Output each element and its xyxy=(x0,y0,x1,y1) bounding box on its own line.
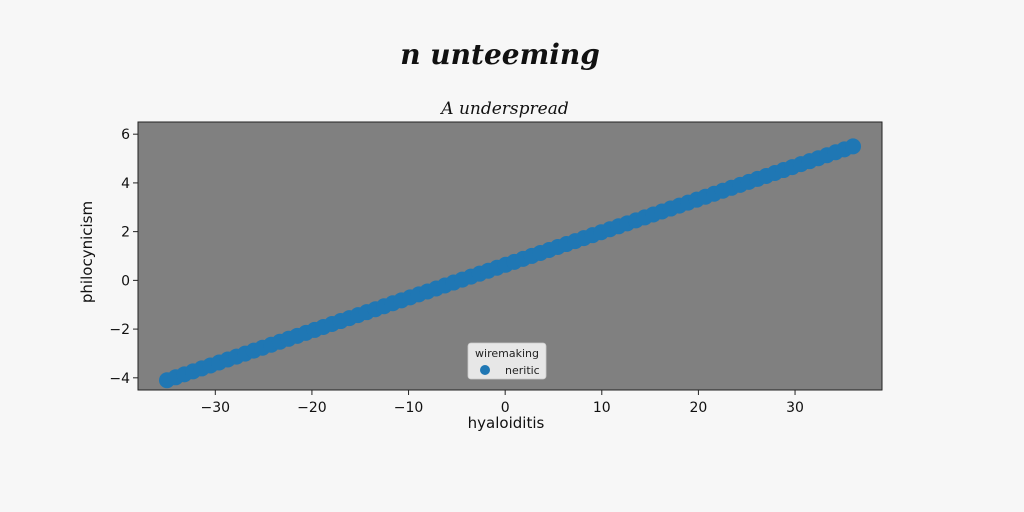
y-tick-label: 6 xyxy=(121,127,130,143)
y-axis-label: philocynicism xyxy=(78,201,96,303)
y-tick-label: 2 xyxy=(121,225,130,241)
x-tick-label: −30 xyxy=(201,400,231,416)
x-tick-label: −10 xyxy=(394,400,424,416)
legend-title: wiremaking xyxy=(475,347,539,360)
legend-entry-label: neritic xyxy=(505,364,540,377)
y-tick-label: 0 xyxy=(121,273,130,289)
legend-marker xyxy=(480,365,490,375)
scatter-points xyxy=(158,138,862,389)
x-axis-ticks: −30 −20 −10 0 10 20 30 xyxy=(201,390,804,416)
x-axis-label: hyaloiditis xyxy=(468,414,545,432)
y-tick-label: −2 xyxy=(109,322,130,338)
legend: wiremaking neritic xyxy=(467,342,547,380)
x-tick-label: 20 xyxy=(690,400,708,416)
x-tick-label: 10 xyxy=(593,400,611,416)
chart-title: n unteeming xyxy=(400,38,600,71)
scatter-point xyxy=(845,138,862,155)
y-tick-label: −4 xyxy=(109,371,130,387)
chart-subtitle: A underspread xyxy=(439,99,569,119)
x-tick-label: −20 xyxy=(297,400,327,416)
y-tick-label: 4 xyxy=(121,176,130,192)
y-axis-ticks: −4 −2 0 2 4 6 xyxy=(109,127,138,387)
x-tick-label: 0 xyxy=(501,400,510,416)
x-tick-label: 30 xyxy=(786,400,804,416)
